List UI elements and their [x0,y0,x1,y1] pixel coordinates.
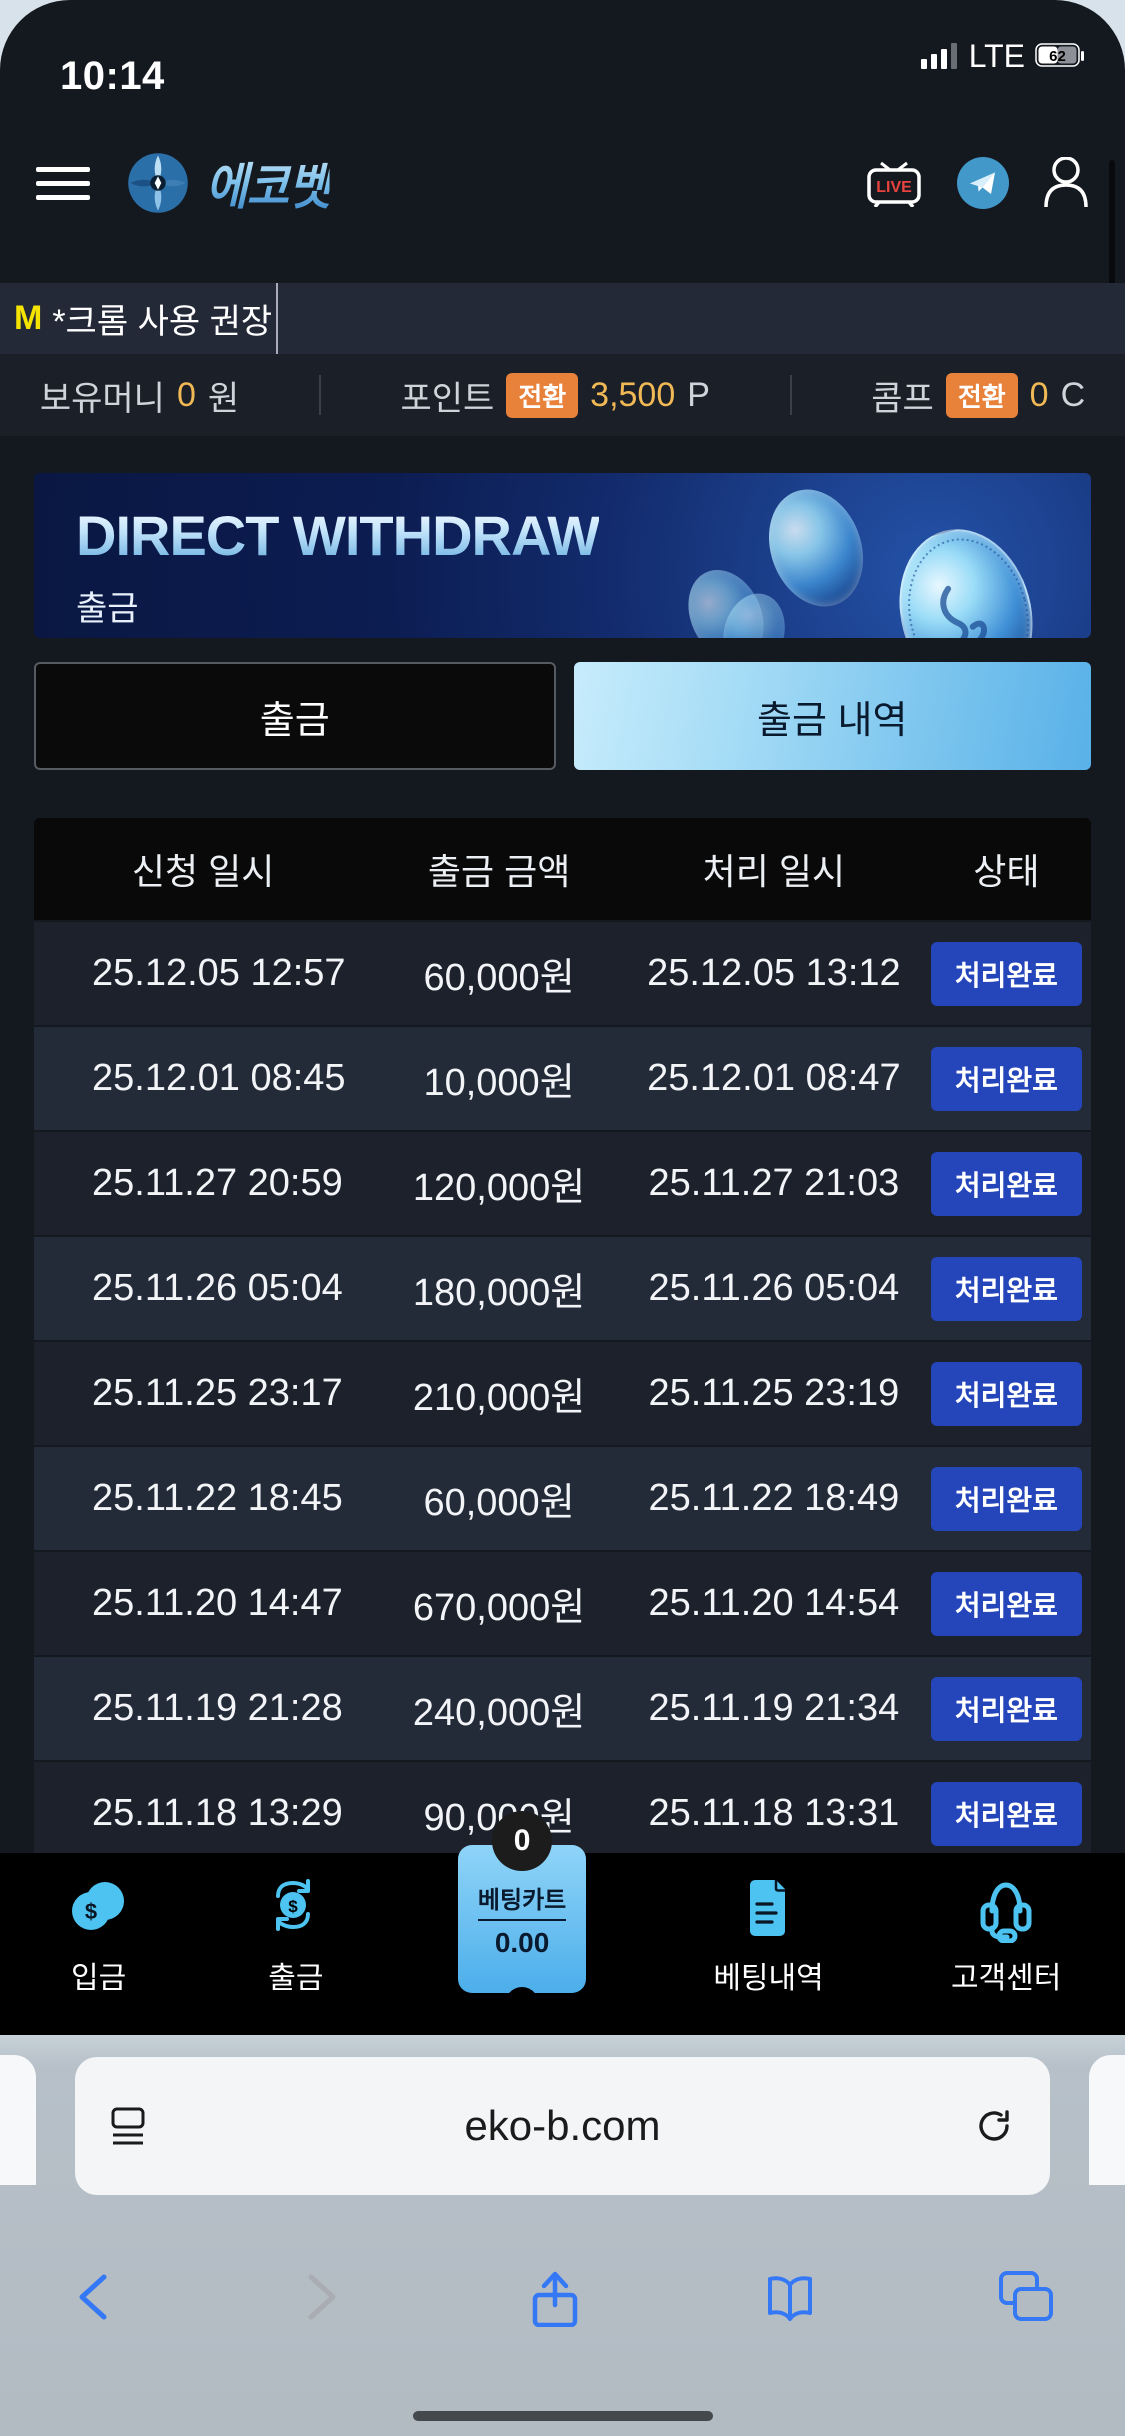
svg-text:$: $ [84,1899,96,1924]
svg-text:62: 62 [1049,48,1066,65]
svg-text:$: $ [288,1897,298,1916]
svg-text:LIVE: LIVE [876,179,912,196]
